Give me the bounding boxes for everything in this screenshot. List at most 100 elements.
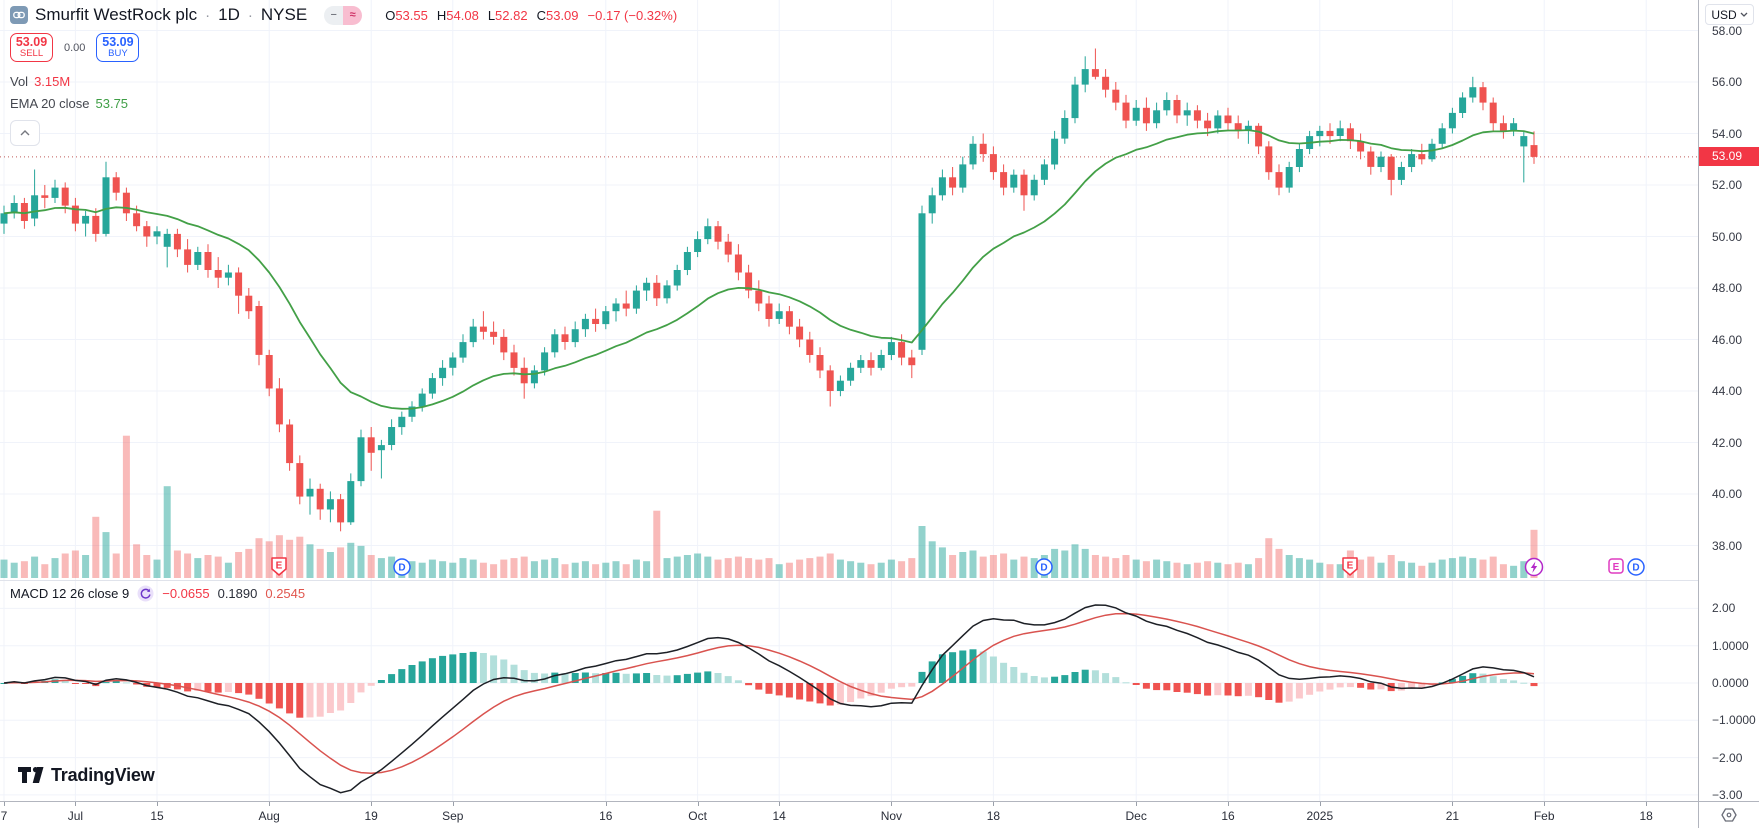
time-axis-tick	[1228, 802, 1229, 806]
change-value: −0.17 (−0.32%)	[587, 7, 678, 23]
time-axis-tick	[1136, 802, 1138, 806]
ema-label: EMA 20 close	[10, 96, 90, 111]
time-axis-label: 16	[599, 809, 613, 823]
price-axis-label: 38.00	[1712, 538, 1743, 553]
time-axis-label: 2025	[1306, 809, 1334, 823]
close-value: 53.09	[545, 7, 579, 23]
separator-dot: ·	[205, 6, 211, 24]
sell-label: SELL	[19, 48, 44, 60]
currency-selector[interactable]: USD	[1705, 4, 1754, 25]
macd-label: MACD 12 26 close 9	[10, 586, 130, 601]
time-axis-label: Jul	[67, 809, 84, 823]
macd-legend-row[interactable]: MACD 12 26 close 9 −0.0655 0.1890 0.2545	[10, 585, 305, 602]
time-axis-tick	[75, 802, 77, 806]
volume-value: 3.15M	[34, 74, 71, 89]
macd-source-icon[interactable]	[137, 585, 154, 602]
time-axis-label: 16	[1221, 809, 1235, 823]
buy-price: 53.09	[102, 34, 134, 49]
svg-text:D: D	[1041, 563, 1048, 574]
price-axis-label: 48.00	[1712, 281, 1743, 295]
sell-price: 53.09	[15, 34, 48, 49]
event-badge-dividend[interactable]: D	[1034, 556, 1054, 578]
open-value: 53.55	[395, 7, 428, 23]
svg-text:E: E	[1347, 561, 1354, 572]
legend-quick-actions[interactable]: − ≈	[324, 5, 363, 25]
exchange-label[interactable]: NYSE	[260, 5, 308, 24]
time-axis-label: 21	[1445, 809, 1460, 823]
buy-label: BUY	[108, 48, 128, 60]
time-axis[interactable]: 7 Jul 15 Aug 19 Sep 16 Oct 14 Nov 18 Dec 16 2025 21 Feb…	[0, 801, 1698, 828]
timeframe-label[interactable]: 1D	[218, 5, 240, 24]
price-axis-label: 54.00	[1712, 126, 1743, 141]
time-axis-tick	[697, 802, 699, 806]
time-axis-label: 15	[150, 809, 164, 823]
sell-button[interactable]: 53.09 SELL	[10, 33, 53, 62]
macd-axis-label: −2.00	[1712, 750, 1743, 765]
ema-value: 53.75	[95, 96, 129, 111]
time-axis-label: Feb	[1533, 809, 1555, 823]
ohlc-values: O53.55 H54.08 L52.82 C53.09 −0.17 (−0.32…	[385, 8, 677, 23]
open-label: O	[385, 7, 396, 23]
time-axis-label: 19	[364, 809, 378, 823]
symbol-row: Smurfit WestRock plc · 1D · NYSE − ≈ O53…	[10, 0, 677, 30]
ema-legend-row[interactable]: EMA 20 close 53.75	[10, 93, 677, 114]
volume-legend-row[interactable]: Vol 3.15M	[10, 71, 677, 92]
time-axis-label: Nov	[880, 809, 903, 823]
time-axis-tick	[4, 802, 5, 806]
svg-text:E: E	[1612, 562, 1619, 573]
symbol-link-icon[interactable]	[10, 6, 28, 24]
price-axis-label: 52.00	[1712, 178, 1743, 192]
chart-canvas[interactable]	[0, 0, 1698, 828]
time-axis-tick	[605, 802, 607, 806]
tradingview-logo-icon	[18, 767, 44, 783]
event-badge-latest-bar-flash[interactable]	[1524, 556, 1544, 578]
price-axis-label: 40.00	[1712, 487, 1743, 501]
event-badge-earnings[interactable]: E	[1340, 556, 1360, 578]
collapse-legend-button[interactable]	[10, 120, 40, 146]
time-axis-label: Oct	[688, 809, 707, 823]
tradingview-logo[interactable]: TradingView	[18, 765, 155, 786]
price-axis-label: 58.00	[1712, 23, 1743, 38]
symbol-title[interactable]: Smurfit WestRock plc	[35, 5, 198, 24]
instrument-settings-icon	[1721, 808, 1737, 822]
approximate-price-icon[interactable]: ≈	[343, 5, 363, 25]
time-axis-tick	[1319, 802, 1321, 806]
time-axis-tick	[891, 802, 893, 806]
low-label: L	[487, 7, 496, 23]
buy-button[interactable]: 53.09 BUY	[96, 33, 140, 62]
price-axis-label: 44.00	[1712, 384, 1743, 398]
price-axis[interactable]: USD 53.09 58.00 56.00 54.00 52.00 50.00 48.00…	[1698, 0, 1759, 802]
high-label: H	[436, 7, 447, 23]
event-badge-earnings-upcoming[interactable]: E	[1606, 556, 1626, 578]
event-badge-dividend-upcoming[interactable]: D	[1626, 556, 1646, 578]
macd-axis-label: 1.0000	[1712, 638, 1749, 653]
separator-dot: ·	[247, 6, 253, 24]
time-axis-tick	[269, 802, 271, 806]
low-value: 52.82	[495, 7, 528, 23]
svg-text:D: D	[398, 563, 405, 574]
event-badge-dividend[interactable]: D	[392, 556, 412, 578]
price-axis-label: 46.00	[1712, 332, 1743, 347]
volume-label: Vol	[10, 74, 29, 89]
chevron-down-icon	[1740, 12, 1748, 17]
time-axis-tick	[371, 802, 373, 806]
svg-text:D: D	[1632, 563, 1639, 574]
time-axis-label: Aug	[258, 809, 280, 823]
pane-divider[interactable]	[0, 580, 1759, 581]
axis-settings-corner[interactable]	[1698, 801, 1759, 828]
macd-line-value: 0.1890	[217, 586, 258, 601]
high-value: 54.08	[446, 7, 479, 23]
time-axis-label: Sep	[442, 809, 464, 823]
price-axis-label: 42.00	[1712, 435, 1743, 450]
macd-axis-label: 2.00	[1712, 601, 1736, 616]
spread-value: 0.00	[64, 41, 86, 54]
price-axis-label: 50.00	[1712, 229, 1743, 244]
time-axis-label: Dec	[1125, 809, 1147, 823]
hide-indicator-icon[interactable]: −	[324, 5, 344, 25]
last-price-label: 53.09	[1699, 147, 1759, 167]
time-axis-tick	[157, 802, 158, 806]
macd-axis-label: 0.0000	[1712, 676, 1749, 690]
time-axis-tick	[452, 802, 454, 806]
event-badge-earnings[interactable]: E	[269, 556, 289, 578]
